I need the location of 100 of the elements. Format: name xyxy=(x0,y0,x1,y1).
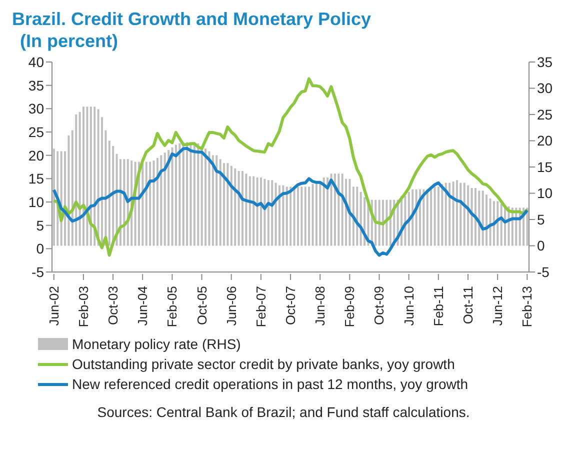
bar xyxy=(86,106,88,246)
bar xyxy=(286,186,288,246)
bar xyxy=(204,148,207,246)
bar xyxy=(52,148,55,246)
y2-tick-label: 0 xyxy=(537,238,545,254)
bar xyxy=(223,163,226,246)
chart-subtitle: (In percent) xyxy=(19,30,120,52)
bar xyxy=(448,182,451,246)
bar xyxy=(97,109,100,246)
x-tick-label: Oct-05 xyxy=(194,286,210,326)
legend-label: New referenced credit operations in past 12 months, yoy growth xyxy=(72,376,468,392)
bar xyxy=(467,185,470,246)
line-series xyxy=(52,146,529,257)
bar xyxy=(312,184,314,246)
bar xyxy=(94,106,96,246)
bar xyxy=(68,136,70,246)
bar xyxy=(212,155,214,246)
bar xyxy=(248,176,251,246)
bar xyxy=(341,174,344,246)
bar xyxy=(386,200,388,246)
x-tick-label: Jun-10 xyxy=(401,286,416,326)
bar xyxy=(326,178,329,246)
bar xyxy=(434,186,436,246)
legend-label: Monetary policy rate (RHS) xyxy=(72,336,241,352)
bar xyxy=(308,186,310,246)
bar xyxy=(322,178,325,246)
x-tick-label: Feb-11 xyxy=(430,286,446,326)
x-tick-label: Oct-09 xyxy=(372,286,387,326)
bar xyxy=(492,201,495,246)
x-tick-label: Jun-12 xyxy=(490,286,506,326)
y-tick-label: 5 xyxy=(36,217,44,234)
bar xyxy=(282,185,284,246)
source-note: Sources: Central Bank of Brazil; and Fund staff calculations. xyxy=(96,404,471,420)
bar xyxy=(460,182,462,246)
bar xyxy=(267,180,270,246)
x-tick-label: Feb-09 xyxy=(342,286,358,328)
x-tick-label: Feb-13 xyxy=(520,286,535,328)
x-tick-label: Feb-05 xyxy=(164,286,180,328)
bar xyxy=(234,168,236,246)
x-tick-label: Oct-11 xyxy=(460,286,476,324)
chart-title: Brazil. Credit Growth and Monetary Policy xyxy=(12,8,372,30)
bar xyxy=(441,184,444,246)
bar xyxy=(382,200,384,246)
bar xyxy=(219,159,222,246)
bar xyxy=(152,160,155,246)
bar xyxy=(378,200,380,246)
x-tick-label: Oct-03 xyxy=(106,286,121,326)
x-tick-label: Oct-07 xyxy=(283,286,298,326)
y-tick-label: 30 xyxy=(28,100,44,117)
y2-tick-label: -5 xyxy=(537,264,550,280)
bar xyxy=(216,155,218,246)
bar xyxy=(430,189,432,246)
bar xyxy=(230,166,232,246)
bar xyxy=(426,189,428,246)
bar xyxy=(260,178,262,246)
bar xyxy=(252,176,255,246)
bar xyxy=(304,186,306,246)
bar xyxy=(160,155,162,246)
bar xyxy=(178,143,181,246)
bar xyxy=(482,190,484,246)
bar xyxy=(174,144,177,246)
bar xyxy=(456,180,458,246)
y-tick-label: 25 xyxy=(28,124,44,140)
x-tick-label: Feb-07 xyxy=(253,286,268,328)
bar xyxy=(352,186,354,246)
bar xyxy=(330,174,332,246)
bar xyxy=(474,188,476,246)
bar xyxy=(90,106,92,246)
bar xyxy=(171,147,174,246)
y-tick-label: 15 xyxy=(28,170,44,187)
bar xyxy=(412,189,414,246)
y2-tick-label: 10 xyxy=(537,185,553,202)
y2-tick-label: 30 xyxy=(537,80,553,96)
bar xyxy=(190,142,192,246)
bar xyxy=(422,189,425,246)
bar xyxy=(145,162,148,246)
bar xyxy=(356,186,358,246)
bar xyxy=(82,106,85,246)
x-tick-label: Jun-02 xyxy=(46,286,62,326)
bar xyxy=(463,182,466,246)
bar xyxy=(271,180,274,246)
bar xyxy=(238,170,240,246)
bar xyxy=(75,114,78,246)
bar xyxy=(452,181,454,246)
bar xyxy=(296,186,299,246)
y-tick-label: 0 xyxy=(36,240,44,257)
bar xyxy=(437,186,440,246)
y2-tick-label: 25 xyxy=(537,106,553,122)
bar xyxy=(444,182,447,246)
bar xyxy=(470,188,473,246)
bar xyxy=(168,150,170,246)
bar xyxy=(496,201,499,246)
y-tick-label: 40 xyxy=(28,54,44,70)
x-tick-label: Jun-04 xyxy=(135,286,150,326)
bar xyxy=(226,163,229,246)
bar xyxy=(149,162,152,246)
bar xyxy=(197,143,200,246)
bar xyxy=(274,182,277,246)
bar xyxy=(264,178,266,246)
y2-tick-label: 35 xyxy=(537,54,553,70)
